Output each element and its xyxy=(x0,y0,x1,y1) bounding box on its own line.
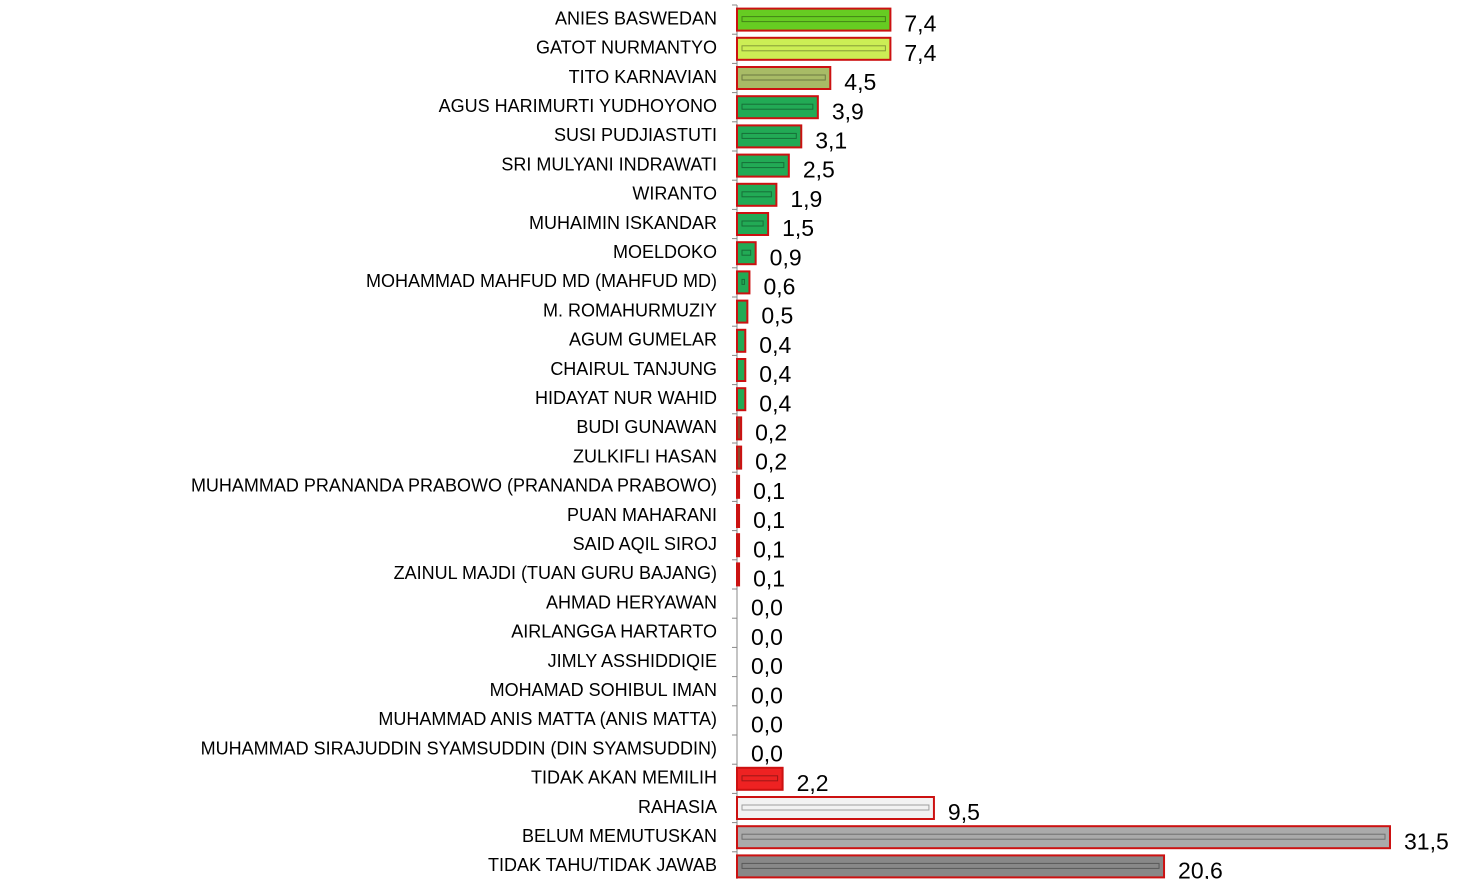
bar xyxy=(736,504,741,528)
bar xyxy=(736,825,1391,850)
bar-bevel xyxy=(741,278,745,285)
category-label: GATOT NURMANTYO xyxy=(536,38,717,58)
value-label: 0,2 xyxy=(755,419,787,445)
bar xyxy=(736,7,892,32)
bar xyxy=(736,36,892,61)
category-label: RAHASIA xyxy=(638,797,717,817)
bar xyxy=(736,445,743,470)
value-label: 0,0 xyxy=(751,682,783,708)
value-label: 0,0 xyxy=(751,711,783,737)
category-label: MUHAIMIN ISKANDAR xyxy=(529,213,717,233)
bar xyxy=(736,474,741,499)
value-label: 0,1 xyxy=(753,478,785,504)
category-label: ZAINUL MAJDI (TUAN GURU BAJANG) xyxy=(394,563,717,583)
bar xyxy=(736,766,784,791)
category-label: AHMAD HERYAWAN xyxy=(546,592,717,612)
bar xyxy=(736,533,741,558)
bar xyxy=(736,299,749,324)
value-label: 0,4 xyxy=(759,390,791,416)
value-label: 0,2 xyxy=(755,449,787,475)
bar xyxy=(736,796,935,820)
bar-bevel xyxy=(741,162,785,169)
category-label: WIRANTO xyxy=(632,184,717,204)
category-label: AIRLANGGA HARTARTO xyxy=(511,622,717,642)
category-label: MUHAMMAD SIRAJUDDIN SYAMSUDDIN (DIN SYAM… xyxy=(201,738,717,758)
bar xyxy=(736,358,747,382)
category-label: SRI MULYANI INDRAWATI xyxy=(501,154,717,174)
bar xyxy=(736,124,803,149)
category-label: MOELDOKO xyxy=(613,242,717,262)
value-label: 0,1 xyxy=(753,507,785,533)
value-label: 31,5 xyxy=(1404,828,1449,854)
category-label: MUHAMMAD ANIS MATTA (ANIS MATTA) xyxy=(378,709,717,729)
value-label: 1,9 xyxy=(790,186,822,212)
value-label: 0,9 xyxy=(770,244,802,270)
category-label: AGUM GUMELAR xyxy=(569,330,717,350)
bar-bevel xyxy=(741,220,764,227)
bar xyxy=(736,562,741,587)
bar-bevel xyxy=(741,862,1160,869)
category-label: PUAN MAHARANI xyxy=(567,505,717,525)
bar xyxy=(736,854,1166,879)
category-label: ANIES BASWEDAN xyxy=(555,8,717,28)
category-label: SAID AQIL SIROJ xyxy=(573,534,717,554)
bar xyxy=(736,241,757,266)
bar xyxy=(736,270,751,295)
value-label: 4,5 xyxy=(844,69,876,95)
value-label: 3,9 xyxy=(832,98,864,124)
bar-bevel xyxy=(741,775,779,782)
category-label: BUDI GUNAWAN xyxy=(576,417,717,437)
value-label: 1,5 xyxy=(782,215,814,241)
category-label: TIDAK TAHU/TIDAK JAWAB xyxy=(488,855,717,875)
category-label: SUSI PUDJIASTUTI xyxy=(554,125,717,145)
category-label: M. ROMAHURMUZIY xyxy=(543,300,717,320)
value-label: 0,1 xyxy=(753,565,785,591)
bar-bevel xyxy=(741,103,814,110)
bar xyxy=(736,95,819,120)
bar-bevel xyxy=(741,249,752,256)
bar xyxy=(736,153,790,178)
value-label: 0,6 xyxy=(763,273,795,299)
value-label: 3,1 xyxy=(815,127,847,153)
bar xyxy=(736,328,747,353)
category-label: ZULKIFLI HASAN xyxy=(573,446,717,466)
category-label: CHAIRUL TANJUNG xyxy=(550,359,717,379)
bar-bevel xyxy=(741,804,930,811)
value-label: 0,4 xyxy=(759,361,791,387)
value-label: 0,1 xyxy=(753,536,785,562)
bar-bevel xyxy=(741,833,1386,840)
category-label: MOHAMMAD MAHFUD MD (MAHFUD MD) xyxy=(366,271,717,291)
value-label: 0,4 xyxy=(759,332,791,358)
bar-bevel xyxy=(741,45,886,52)
value-label: 7,4 xyxy=(904,40,936,66)
value-label: 7,4 xyxy=(904,11,936,37)
value-label: 0,5 xyxy=(761,303,793,329)
value-label: 2,2 xyxy=(797,770,829,796)
bar-bevel xyxy=(741,191,772,198)
value-label: 0,0 xyxy=(751,653,783,679)
bar-bevel xyxy=(741,132,797,139)
bar xyxy=(736,416,743,441)
category-label: MOHAMAD SOHIBUL IMAN xyxy=(490,680,717,700)
category-label: HIDAYAT NUR WAHID xyxy=(535,388,717,408)
category-label: JIMLY ASSHIDDIQIE xyxy=(548,651,717,671)
value-label: 9,5 xyxy=(948,799,980,825)
bar xyxy=(736,66,832,90)
category-label: TITO KARNAVIAN xyxy=(569,67,717,87)
bar xyxy=(736,212,770,236)
category-label: AGUS HARIMURTI YUDHOYONO xyxy=(439,96,717,116)
value-label: 0,0 xyxy=(751,624,783,650)
value-label: 0,0 xyxy=(751,595,783,621)
bar-bevel xyxy=(741,16,886,23)
category-label: BELUM MEMUTUSKAN xyxy=(522,826,717,846)
bar xyxy=(736,387,747,412)
bar xyxy=(736,182,778,207)
category-label: MUHAMMAD PRANANDA PRABOWO (PRANANDA PRAB… xyxy=(191,476,717,496)
bar-bevel xyxy=(741,74,826,81)
category-label: TIDAK AKAN MEMILIH xyxy=(531,768,717,788)
value-label: 20,6 xyxy=(1178,857,1223,879)
value-label: 0,0 xyxy=(751,741,783,767)
value-label: 2,5 xyxy=(803,157,835,183)
